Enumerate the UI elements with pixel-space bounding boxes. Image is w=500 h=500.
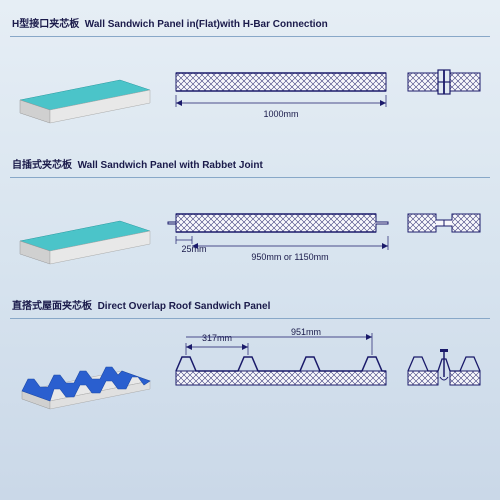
title-en: Direct Overlap Roof Sandwich Panel <box>98 301 271 312</box>
panel-row-hbar: H型接口夹芯板 Wall Sandwich Panel in(Flat)with… <box>10 12 490 135</box>
panel-content: 317mm 951mm <box>10 327 490 417</box>
dim-pitch: 317mm <box>202 333 232 343</box>
title-en: Wall Sandwich Panel with Rabbet Joint <box>78 160 263 171</box>
panel-title: 直搭式屋面夹芯板 Direct Overlap Roof Sandwich Pa… <box>10 294 490 319</box>
end-section-view <box>404 327 484 417</box>
corrugation-profile <box>176 357 386 371</box>
title-cn: 直搭式屋面夹芯板 <box>12 301 92 312</box>
panel-row-rabbet: 自插式夹芯板 Wall Sandwich Panel with Rabbet J… <box>10 153 490 276</box>
end-section-view <box>404 186 484 276</box>
title-cn: H型接口夹芯板 <box>12 19 79 30</box>
section-hatch <box>176 214 376 232</box>
panel-title: H型接口夹芯板 Wall Sandwich Panel in(Flat)with… <box>10 12 490 37</box>
cross-section-view: 1000mm <box>166 45 396 135</box>
section-hatch <box>176 73 386 91</box>
end-section-view <box>404 45 484 135</box>
cross-section-view: 317mm 951mm <box>166 327 396 417</box>
cross-section-view: 25mm 950mm or 1150mm <box>166 186 396 276</box>
panel-title: 自插式夹芯板 Wall Sandwich Panel with Rabbet J… <box>10 153 490 178</box>
dim-width: 951mm <box>291 327 321 337</box>
dim-width: 950mm or 1150mm <box>251 252 328 262</box>
panel-row-roof: 直搭式屋面夹芯板 Direct Overlap Roof Sandwich Pa… <box>10 294 490 417</box>
title-en: Wall Sandwich Panel in(Flat)with H-Bar C… <box>85 19 328 30</box>
panel-content: 25mm 950mm or 1150mm <box>10 186 490 276</box>
panel-content: 1000mm <box>10 45 490 135</box>
dim-width: 1000mm <box>263 109 298 119</box>
isometric-view <box>10 327 158 417</box>
isometric-view <box>10 186 158 276</box>
title-cn: 自插式夹芯板 <box>12 160 72 171</box>
isometric-view <box>10 45 158 135</box>
